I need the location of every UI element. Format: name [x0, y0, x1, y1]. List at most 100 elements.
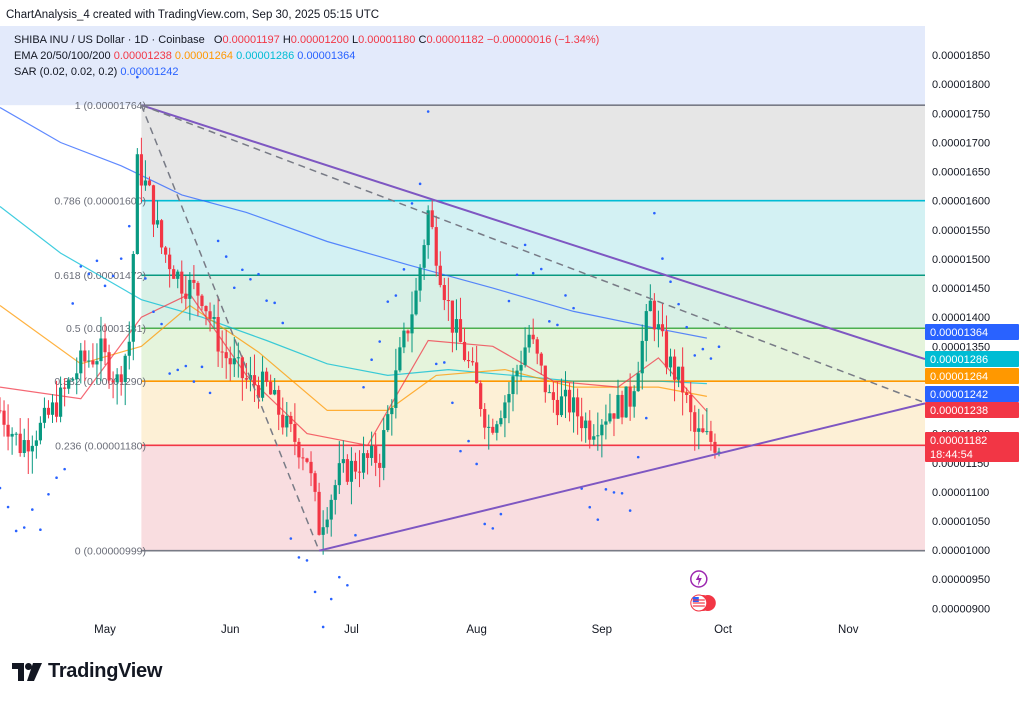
candle-body	[418, 267, 422, 291]
price-tag-label: 0.00001182	[930, 435, 987, 447]
candle-body	[390, 407, 394, 415]
candle-body	[527, 334, 531, 348]
candle-body	[269, 381, 273, 395]
top-background-band	[0, 26, 925, 106]
candle-body	[176, 271, 180, 279]
y-tick-label: 0.00001750	[932, 108, 990, 120]
candle-body	[370, 445, 374, 458]
ohlc-high-key: H	[282, 34, 291, 46]
candle-body	[567, 389, 572, 413]
candle-body	[95, 361, 99, 365]
sar-dot	[410, 202, 414, 205]
candle-body	[664, 331, 669, 368]
candle-body	[34, 440, 38, 446]
sar-dot	[95, 259, 99, 263]
price-tag	[925, 386, 1019, 402]
candle-body	[454, 319, 459, 333]
candle-body	[224, 352, 228, 359]
price-tag	[925, 351, 1019, 367]
ohlc-low-key: L	[351, 34, 359, 46]
candle-body	[450, 300, 455, 333]
candle-body	[608, 413, 612, 422]
symbol-legend-row[interactable]: SHIBA INU / US Dollar · 1D · Coinbase O0…	[14, 34, 599, 46]
candle-body	[0, 410, 2, 412]
sar-dot	[394, 294, 398, 297]
candle-body	[18, 433, 22, 454]
candle-body	[386, 414, 390, 431]
candle-body	[192, 279, 196, 283]
ema100-line	[0, 206, 707, 385]
candle-body	[705, 431, 709, 433]
fib-band-1	[141, 105, 925, 201]
price-tag	[925, 432, 1019, 462]
sar-dot	[224, 255, 228, 258]
candle-body	[551, 392, 555, 400]
candle-body	[236, 357, 240, 359]
sar-dot	[144, 277, 147, 280]
ohlc-open-value: 0.00001197	[222, 34, 280, 46]
candle-body	[285, 415, 289, 428]
sar-legend-row[interactable]: SAR (0.02, 0.02, 0.2) 0.00001242	[14, 66, 179, 78]
sar-dot	[297, 556, 301, 559]
candle-body	[244, 378, 248, 380]
candle-body	[592, 436, 596, 440]
sar-dot	[677, 302, 680, 306]
sar-dot	[588, 505, 592, 509]
sar-dot	[523, 243, 527, 247]
sar-dot	[378, 340, 381, 343]
sar-dot	[467, 439, 470, 443]
candle-body	[277, 389, 281, 415]
candle-body	[147, 180, 152, 186]
candle-body	[38, 422, 42, 441]
candle-body	[313, 473, 317, 492]
x-tick-label: Aug	[466, 624, 486, 636]
sar-label: SAR (0.02, 0.02, 0.2)	[14, 66, 118, 78]
sar-dot	[483, 522, 487, 526]
y-tick-label: 0.00001350	[932, 341, 990, 353]
candle-body	[345, 459, 349, 482]
candle-body	[398, 347, 402, 371]
candle-body	[580, 416, 584, 429]
trendline-dashed-high	[141, 104, 926, 404]
candle-body	[438, 265, 442, 286]
candle-body	[519, 365, 523, 371]
candle-body	[172, 269, 176, 279]
candle-body	[361, 453, 366, 473]
candle-body	[507, 394, 511, 403]
y-tick-label: 0.00001800	[932, 79, 990, 91]
candle-body	[410, 314, 414, 334]
x-tick-label: Nov	[838, 624, 859, 636]
sar-dot	[669, 280, 672, 283]
candle-body	[204, 306, 208, 312]
ema-legend-row[interactable]: EMA 20/50/100/200 0.00001238 0.00001264 …	[14, 50, 355, 62]
sar-dot	[346, 583, 349, 587]
ema20-value: 0.00001238	[113, 50, 172, 62]
fib-label-1: 1 (0.00001764)	[75, 100, 146, 112]
candle-body	[584, 420, 588, 429]
x-tick-label: Jul	[344, 624, 359, 636]
candle-body	[216, 316, 220, 352]
candle-body	[91, 360, 95, 365]
x-tick-label: May	[94, 624, 116, 636]
candle-body	[256, 385, 261, 398]
tradingview-logo[interactable]: TradingView	[12, 660, 162, 683]
price-tag	[925, 324, 1019, 340]
candle-body	[681, 366, 685, 393]
sar-dot	[475, 462, 478, 466]
sar-dot	[426, 110, 430, 113]
y-tick-label: 0.00001400	[932, 312, 990, 324]
candle-body	[188, 279, 192, 299]
candle-body	[479, 383, 483, 410]
sar-dot	[39, 528, 42, 532]
candle-body	[184, 293, 188, 299]
candle-body	[240, 357, 244, 379]
sar-dot	[289, 537, 293, 540]
y-tick-label: 0.00001050	[932, 516, 990, 528]
sar-dot	[216, 239, 220, 243]
price-tag-label: 0.00001238	[930, 405, 988, 417]
candle-body	[382, 430, 386, 468]
candle-body	[341, 459, 345, 464]
fib-label-0.236: 0.236 (0.00001180)	[55, 440, 146, 452]
